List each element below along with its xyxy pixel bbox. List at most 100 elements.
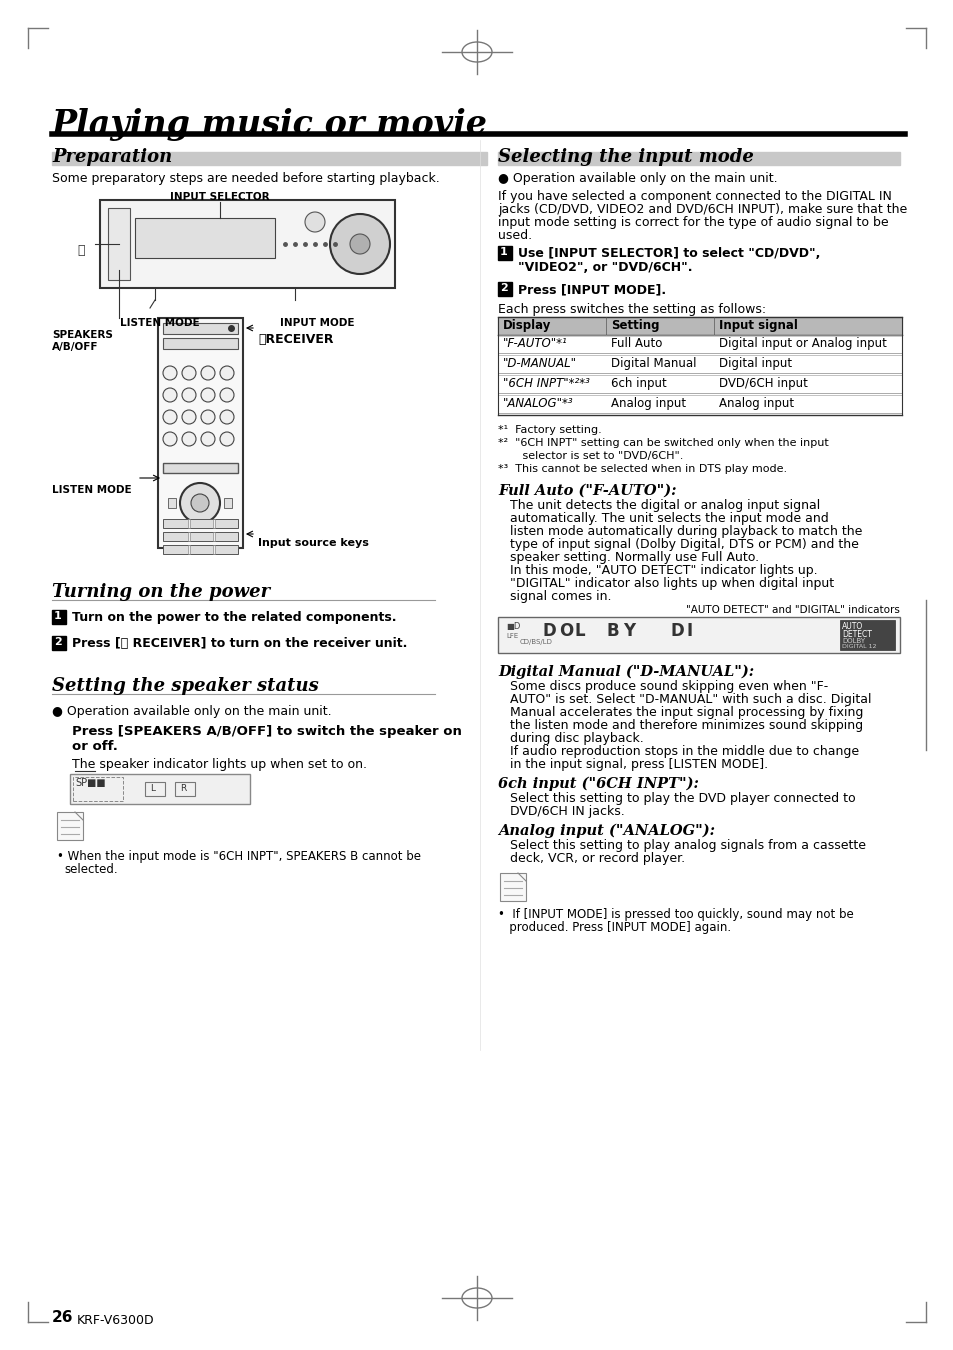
Text: deck, VCR, or record player.: deck, VCR, or record player. xyxy=(510,852,684,865)
Text: the listen mode and therefore minimizes sound skipping: the listen mode and therefore minimizes … xyxy=(510,720,862,732)
Text: in the input signal, press [LISTEN MODE].: in the input signal, press [LISTEN MODE]… xyxy=(510,757,767,771)
Text: 6ch input: 6ch input xyxy=(610,377,666,390)
Text: Setting the speaker status: Setting the speaker status xyxy=(52,676,318,695)
Text: 1: 1 xyxy=(499,247,507,256)
Text: Press [SPEAKERS A/B/OFF] to switch the speaker on: Press [SPEAKERS A/B/OFF] to switch the s… xyxy=(71,725,461,738)
Text: "VIDEO2", or "DVD/6CH".: "VIDEO2", or "DVD/6CH". xyxy=(517,261,692,274)
Text: Input signal: Input signal xyxy=(719,319,797,332)
Bar xyxy=(168,498,175,508)
Bar xyxy=(163,338,237,350)
Text: "DIGITAL" indicator also lights up when digital input: "DIGITAL" indicator also lights up when … xyxy=(510,576,833,590)
Text: KRF-V6300D: KRF-V6300D xyxy=(77,1314,154,1327)
Text: Some discs produce sound skipping even when "F-: Some discs produce sound skipping even w… xyxy=(510,680,827,693)
Bar xyxy=(213,518,214,528)
Text: used.: used. xyxy=(497,230,532,242)
Text: Preparation: Preparation xyxy=(52,148,172,166)
Text: DIGITAL 12: DIGITAL 12 xyxy=(841,644,876,649)
Bar xyxy=(174,782,194,796)
Text: Full Auto: Full Auto xyxy=(610,338,661,350)
Text: Press [⭘ RECEIVER] to turn on the receiver unit.: Press [⭘ RECEIVER] to turn on the receiv… xyxy=(71,637,407,649)
Text: I: I xyxy=(686,622,693,640)
Text: Selecting the input mode: Selecting the input mode xyxy=(497,148,753,166)
Circle shape xyxy=(163,387,177,402)
Text: O: O xyxy=(558,622,573,640)
Text: "6CH INPT"*²*³: "6CH INPT"*²*³ xyxy=(502,377,589,390)
Bar xyxy=(108,208,130,279)
Bar xyxy=(213,545,214,554)
Text: DETECT: DETECT xyxy=(841,630,871,639)
Bar xyxy=(188,545,190,554)
Text: jacks (CD/DVD, VIDEO2 and DVD/6CH INPUT), make sure that the: jacks (CD/DVD, VIDEO2 and DVD/6CH INPUT)… xyxy=(497,202,906,216)
Text: Digital input or Analog input: Digital input or Analog input xyxy=(719,338,886,350)
Text: L: L xyxy=(575,622,585,640)
Text: B: B xyxy=(606,622,619,640)
Text: INPUT SELECTOR: INPUT SELECTOR xyxy=(170,192,270,202)
Text: ⭘: ⭘ xyxy=(77,244,85,256)
Text: selected.: selected. xyxy=(64,863,117,876)
Circle shape xyxy=(182,410,195,424)
Bar xyxy=(188,532,190,541)
Text: Analog input ("ANALOG"):: Analog input ("ANALOG"): xyxy=(497,824,714,838)
Bar xyxy=(163,518,237,528)
Text: Setting: Setting xyxy=(610,319,659,332)
Text: L: L xyxy=(150,784,154,792)
Bar xyxy=(213,532,214,541)
Bar xyxy=(497,153,899,165)
Text: Manual accelerates the input signal processing by fixing: Manual accelerates the input signal proc… xyxy=(510,706,862,720)
Text: input mode setting is correct for the type of audio signal to be: input mode setting is correct for the ty… xyxy=(497,216,887,230)
Circle shape xyxy=(305,212,325,232)
Circle shape xyxy=(182,432,195,446)
Text: D: D xyxy=(670,622,684,640)
Bar xyxy=(497,617,899,653)
Bar xyxy=(188,518,190,528)
Text: automatically. The unit selects the input mode and: automatically. The unit selects the inpu… xyxy=(510,512,828,525)
Text: INPUT MODE: INPUT MODE xyxy=(280,319,355,328)
Text: *¹  Factory setting.: *¹ Factory setting. xyxy=(497,425,601,435)
Bar xyxy=(163,532,237,541)
Text: during disc playback.: during disc playback. xyxy=(510,732,643,745)
Bar xyxy=(840,620,894,649)
Text: ■D: ■D xyxy=(505,622,519,630)
Text: type of input signal (Dolby Digital, DTS or PCM) and the: type of input signal (Dolby Digital, DTS… xyxy=(510,539,858,551)
Text: SPEAKERS
A/B/OFF: SPEAKERS A/B/OFF xyxy=(52,329,112,351)
Text: ● Operation available only on the main unit.: ● Operation available only on the main u… xyxy=(52,705,332,718)
Text: "AUTO DETECT" and "DIGITAL" indicators: "AUTO DETECT" and "DIGITAL" indicators xyxy=(685,605,899,616)
Text: 26: 26 xyxy=(52,1310,73,1324)
Circle shape xyxy=(220,432,233,446)
Text: speaker setting. Normally use Full Auto.: speaker setting. Normally use Full Auto. xyxy=(510,551,759,564)
Circle shape xyxy=(182,366,195,379)
Text: selector is set to "DVD/6CH".: selector is set to "DVD/6CH". xyxy=(497,451,682,460)
Circle shape xyxy=(201,387,214,402)
Circle shape xyxy=(163,410,177,424)
Circle shape xyxy=(163,432,177,446)
Circle shape xyxy=(201,432,214,446)
Circle shape xyxy=(330,215,390,274)
Bar xyxy=(497,246,512,261)
Bar xyxy=(70,774,250,805)
Circle shape xyxy=(220,410,233,424)
Text: ● Operation available only on the main unit.: ● Operation available only on the main u… xyxy=(497,171,777,185)
Bar xyxy=(52,636,66,649)
Circle shape xyxy=(191,494,209,512)
Circle shape xyxy=(182,387,195,402)
Bar xyxy=(163,463,237,472)
Text: *³  This cannot be selected when in DTS play mode.: *³ This cannot be selected when in DTS p… xyxy=(497,464,786,474)
Text: Full Auto ("F-AUTO"):: Full Auto ("F-AUTO"): xyxy=(497,485,676,498)
Circle shape xyxy=(163,366,177,379)
Text: Some preparatory steps are needed before starting playback.: Some preparatory steps are needed before… xyxy=(52,171,439,185)
Text: Select this setting to play analog signals from a cassette: Select this setting to play analog signa… xyxy=(510,838,865,852)
Text: SP■■: SP■■ xyxy=(75,778,106,788)
Text: Analog input: Analog input xyxy=(719,397,793,410)
Text: Y: Y xyxy=(622,622,635,640)
Text: Playing music or movie: Playing music or movie xyxy=(52,108,488,140)
Text: Digital input: Digital input xyxy=(719,356,791,370)
Text: AUTO: AUTO xyxy=(841,622,862,630)
Text: *²  "6CH INPT" setting can be switched only when the input: *² "6CH INPT" setting can be switched on… xyxy=(497,437,828,448)
Text: Each press switches the setting as follows:: Each press switches the setting as follo… xyxy=(497,302,765,316)
Text: Analog input: Analog input xyxy=(610,397,685,410)
Text: The unit detects the digital or analog input signal: The unit detects the digital or analog i… xyxy=(510,500,820,512)
Bar xyxy=(52,610,66,624)
Text: Input source keys: Input source keys xyxy=(257,539,369,548)
Text: listen mode automatically during playback to match the: listen mode automatically during playbac… xyxy=(510,525,862,539)
Circle shape xyxy=(180,483,220,522)
